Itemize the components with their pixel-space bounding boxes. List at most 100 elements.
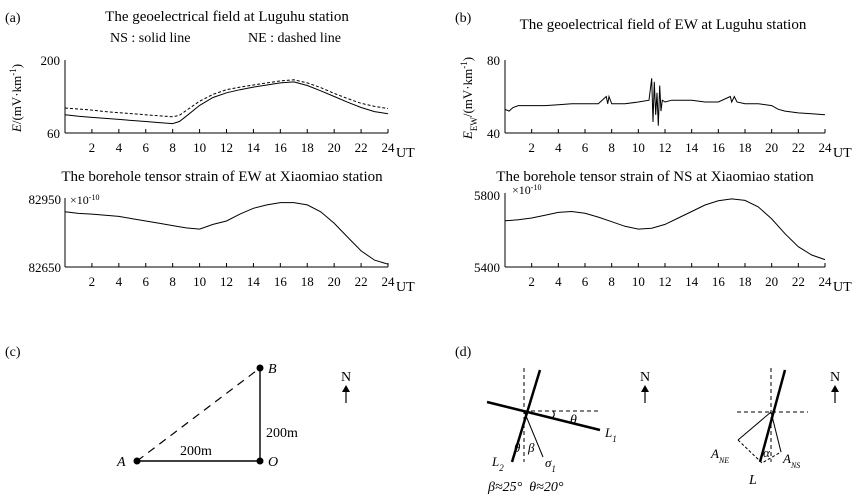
chart-b1-xtick-label-18: 18 — [739, 140, 752, 155]
chart-a1-xticks: 2 4 6 8 10 12 14 16 18 20 22 24 — [89, 129, 395, 155]
label-l2: L2 — [491, 454, 504, 473]
chart-a1-title: The geoelectrical field at Luguhu statio… — [105, 9, 349, 25]
chart-a2-xtick-label-6: 6 — [143, 274, 150, 289]
north-label-c: N — [341, 370, 351, 385]
point-b-label: B — [268, 362, 277, 377]
chart-b2-xtick-label-8: 8 — [608, 274, 615, 289]
chart-b2-xticks: 2 4 6 8 10 12 14 16 18 20 22 24 — [528, 263, 832, 289]
chart-b1-ylabel: EEW/(mV·km-1) — [459, 57, 479, 140]
label-a-ne: ANE — [710, 446, 729, 465]
chart-b2-xtick-label-10: 10 — [632, 274, 645, 289]
chart-b1-xtick-label-6: 6 — [582, 140, 589, 155]
chart-a2-xtick-label-12: 12 — [220, 274, 233, 289]
north-arrow-icon — [831, 385, 839, 403]
chart-a1-legend-ne: NE : dashed line — [248, 31, 341, 46]
chart-a1-xtick-label-24: 24 — [382, 140, 396, 155]
fault-line-l1 — [486, 400, 601, 432]
panel-a-label: (a) — [5, 11, 21, 26]
chart-a2-xtick-label-20: 20 — [328, 274, 341, 289]
chart-a2-multiplier-base: ×10 — [70, 193, 89, 207]
point-a-label: A — [116, 455, 126, 470]
chart-b1-ylabel-exp: -1 — [459, 61, 469, 69]
chart-a1-ylabel-unit: /(mV·km — [9, 76, 24, 124]
label-a-ne-main: A — [710, 446, 719, 461]
panel-d-diagram: (d) L1 L2 θ β θ σ1 β≈25° θ≈20° N ANE ANS… — [455, 345, 840, 495]
chart-b2-xtick-label-14: 14 — [685, 274, 699, 289]
chart-b1-ytick-label-80: 80 — [487, 53, 500, 68]
chart-a2-xtick-label-8: 8 — [169, 274, 176, 289]
label-sigma1-main: σ — [545, 455, 552, 470]
vector-ans — [770, 411, 782, 453]
chart-b1-ylabel-sub: EW — [469, 117, 479, 131]
label-a-ns-main: A — [782, 451, 791, 466]
chart-b1-xtick-label-4: 4 — [555, 140, 562, 155]
chart-a1-xtick-label-14: 14 — [247, 140, 261, 155]
chart-a2-xtick-label-22: 22 — [355, 274, 368, 289]
chart-a1-xtick-label-10: 10 — [193, 140, 206, 155]
chart-a2-xtick-label-10: 10 — [193, 274, 206, 289]
chart-b1-xticks: 2 4 6 8 10 12 14 16 18 20 22 24 — [528, 129, 832, 155]
chart-b2-xtick-label-6: 6 — [582, 274, 589, 289]
chart-b2-series-ns-line — [504, 198, 826, 261]
stress-sigma1-line — [523, 410, 544, 458]
chart-b2-xtick-label-4: 4 — [555, 274, 562, 289]
chart-b1-xtick-label-22: 22 — [792, 140, 805, 155]
chart-a2-xtick-label-14: 14 — [247, 274, 261, 289]
chart-b1-ylabel-unit: /(mV·km — [460, 69, 475, 117]
label-a-ne-sub: NE — [718, 456, 729, 465]
panel-b-bottom-chart: The borehole tensor strain of NS at Xiao… — [474, 169, 852, 295]
chart-b1-series — [504, 78, 826, 126]
chart-a2-xtick-label-4: 4 — [116, 274, 123, 289]
panel-a-bottom-chart: The borehole tensor strain of EW at Xiao… — [29, 169, 416, 295]
north-arrow-icon — [342, 385, 350, 403]
chart-a1-xtick-label-20: 20 — [328, 140, 341, 155]
chart-a1-legend-ns: NS : solid line — [110, 31, 191, 46]
chart-a1-ytick-label-60: 60 — [47, 126, 60, 141]
chart-b2-xtick-label-16: 16 — [712, 274, 726, 289]
chart-a1-xtick-label-16: 16 — [274, 140, 288, 155]
distance-ob-label: 200m — [266, 426, 298, 441]
chart-b1-ylabel-main: E — [460, 131, 475, 140]
chart-a2-xtick-label-24: 24 — [382, 274, 396, 289]
chart-a2-xticks: 2 4 6 8 10 12 14 16 18 20 22 24 — [89, 263, 395, 289]
chart-b1-xtick-label-8: 8 — [608, 140, 615, 155]
label-alpha: α — [763, 445, 771, 460]
projection-dashed — [737, 439, 782, 464]
panel-c-label: (c) — [5, 345, 21, 360]
chart-a2-xtick-label-16: 16 — [274, 274, 288, 289]
chart-a2-multiplier: ×10-10 — [70, 193, 99, 208]
chart-b1-xaxis-label: UT — [833, 146, 852, 161]
label-l1: L1 — [604, 425, 617, 444]
chart-a2-series — [64, 202, 389, 265]
label-l2-sub: 2 — [499, 463, 504, 473]
panel-b-label: (b) — [455, 11, 472, 26]
theta-arc — [551, 410, 555, 419]
north-label-d1: N — [640, 370, 650, 385]
chart-a2-ytick-label-low: 82650 — [29, 260, 62, 275]
chart-a2-xtick-label-18: 18 — [301, 274, 314, 289]
label-l: L — [748, 473, 757, 488]
chart-a1-ylabel-exp: -1 — [8, 68, 18, 76]
chart-b2-xtick-label-18: 18 — [739, 274, 752, 289]
panel-d-label: (d) — [455, 345, 472, 360]
label-beta: β — [527, 440, 535, 455]
chart-b2-series — [504, 198, 826, 261]
label-theta-small: θ — [514, 440, 521, 455]
chart-a2-xaxis-label: UT — [396, 280, 415, 295]
chart-a2-xtick-label-2: 2 — [89, 274, 96, 289]
chart-b1-xtick-label-20: 20 — [765, 140, 778, 155]
chart-b2-xtick-label-2: 2 — [528, 274, 535, 289]
chart-b2-xtick-label-22: 22 — [792, 274, 805, 289]
chart-b2-xtick-label-20: 20 — [765, 274, 778, 289]
point-o-label: O — [268, 455, 278, 470]
chart-b1-xtick-label-10: 10 — [632, 140, 645, 155]
label-sigma1-sub: 1 — [551, 464, 556, 474]
point-b-marker — [256, 364, 264, 372]
chart-b1-title: The geoelectrical field of EW at Luguhu … — [520, 17, 807, 33]
chart-b2-multiplier-exp: -10 — [531, 183, 542, 192]
chart-a1-xtick-label-22: 22 — [355, 140, 368, 155]
chart-b2-xtick-label-12: 12 — [659, 274, 672, 289]
chart-a1-series-ns-line — [64, 81, 389, 125]
chart-a1-ytick-label-200: 200 — [41, 53, 61, 68]
